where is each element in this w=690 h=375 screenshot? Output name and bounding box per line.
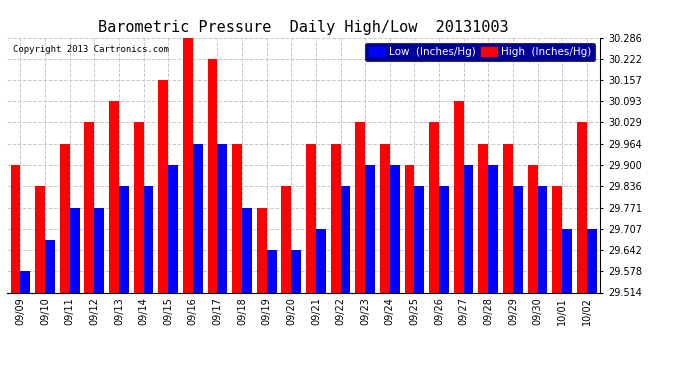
- Bar: [528, 165, 538, 292]
- Bar: [158, 80, 168, 292]
- Bar: [257, 208, 266, 292]
- Bar: [562, 229, 572, 292]
- Bar: [478, 144, 489, 292]
- Bar: [538, 186, 547, 292]
- Bar: [464, 165, 473, 292]
- Bar: [365, 165, 375, 292]
- Bar: [193, 144, 203, 292]
- Bar: [242, 208, 252, 292]
- Title: Barometric Pressure  Daily High/Low  20131003: Barometric Pressure Daily High/Low 20131…: [98, 20, 509, 35]
- Bar: [577, 122, 586, 292]
- Bar: [380, 144, 390, 292]
- Bar: [439, 186, 449, 292]
- Bar: [45, 240, 55, 292]
- Bar: [208, 58, 217, 292]
- Bar: [21, 272, 30, 292]
- Bar: [404, 165, 415, 292]
- Bar: [341, 186, 351, 292]
- Bar: [109, 101, 119, 292]
- Bar: [134, 122, 144, 292]
- Bar: [355, 122, 365, 292]
- Bar: [95, 208, 104, 292]
- Bar: [331, 144, 341, 292]
- Bar: [168, 165, 178, 292]
- Bar: [454, 101, 464, 292]
- Bar: [316, 229, 326, 292]
- Bar: [84, 122, 95, 292]
- Bar: [306, 144, 316, 292]
- Bar: [35, 186, 45, 292]
- Bar: [291, 250, 301, 292]
- Bar: [586, 229, 597, 292]
- Bar: [266, 250, 277, 292]
- Bar: [144, 186, 153, 292]
- Bar: [119, 186, 129, 292]
- Bar: [552, 186, 562, 292]
- Bar: [503, 144, 513, 292]
- Bar: [183, 38, 193, 292]
- Text: Copyright 2013 Cartronics.com: Copyright 2013 Cartronics.com: [13, 45, 169, 54]
- Bar: [60, 144, 70, 292]
- Bar: [489, 165, 498, 292]
- Bar: [217, 144, 227, 292]
- Bar: [513, 186, 523, 292]
- Bar: [10, 165, 21, 292]
- Bar: [390, 165, 400, 292]
- Bar: [282, 186, 291, 292]
- Legend: Low  (Inches/Hg), High  (Inches/Hg): Low (Inches/Hg), High (Inches/Hg): [365, 43, 595, 61]
- Bar: [70, 208, 79, 292]
- Bar: [415, 186, 424, 292]
- Bar: [233, 144, 242, 292]
- Bar: [429, 122, 439, 292]
